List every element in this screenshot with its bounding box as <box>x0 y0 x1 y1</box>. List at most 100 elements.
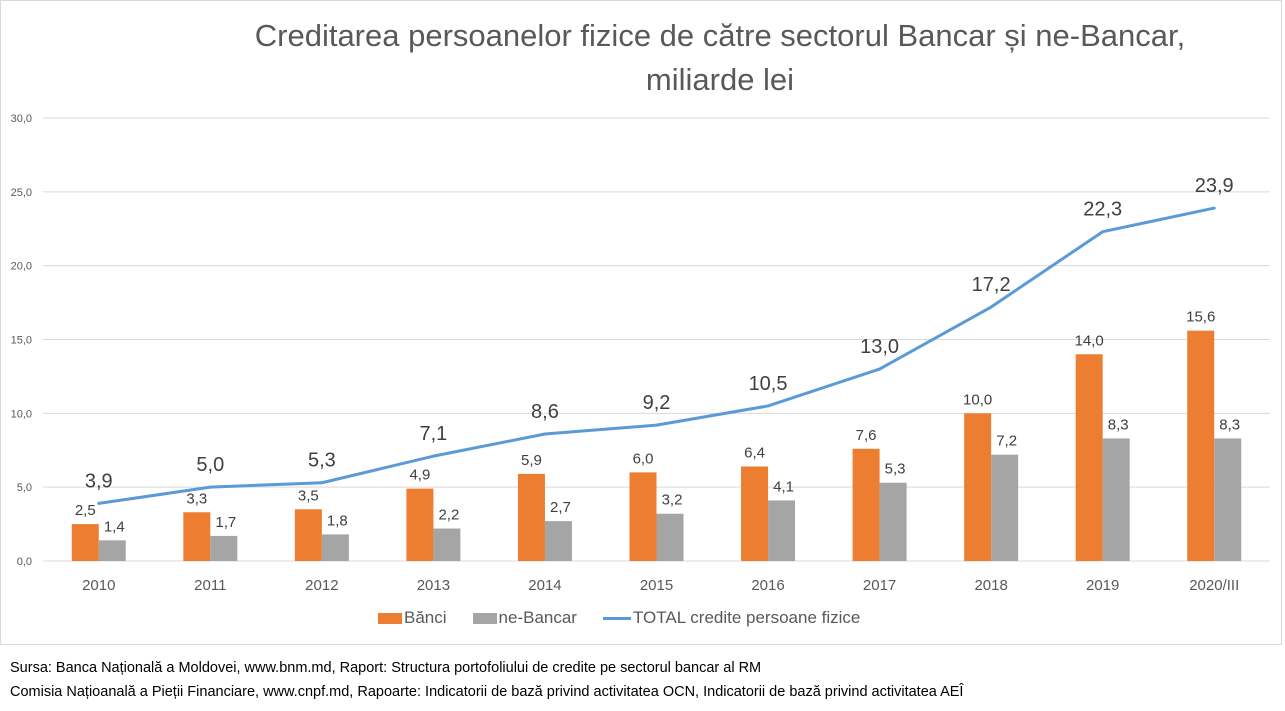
data-label-banci: 3,5 <box>298 487 319 504</box>
y-tick-label: 30,0 <box>11 113 32 125</box>
data-label-ne-bancar: 1,7 <box>215 514 236 531</box>
data-label-total: 9,2 <box>643 392 671 414</box>
y-tick-label: 5,0 <box>17 482 32 494</box>
total-point <box>97 501 101 505</box>
bars <box>71 330 1242 561</box>
data-label-total: 8,6 <box>531 401 559 423</box>
x-category-label: 2016 <box>751 577 784 594</box>
data-label-banci: 3,3 <box>186 490 207 507</box>
total-point <box>766 404 770 408</box>
data-label-ne-bancar: 2,7 <box>550 499 571 516</box>
data-label-banci: 6,0 <box>633 450 654 467</box>
bar-ne-bancar <box>656 513 684 561</box>
bar-banci <box>741 466 769 561</box>
data-label-total: 3,9 <box>85 470 113 492</box>
legend-swatch-total <box>602 616 631 620</box>
data-label-ne-bancar: 4,1 <box>773 478 794 495</box>
x-category-label: 2013 <box>417 577 450 594</box>
data-label-total: 7,1 <box>420 423 448 445</box>
data-label-ne-bancar: 3,2 <box>662 492 683 509</box>
x-axis-categories: 2010 2011 2012 2013 2014 2015 2016 2017 2018 2019… <box>82 577 1239 594</box>
data-label-total: 5,0 <box>196 454 224 476</box>
source-note: Sursa: Banca Națională a Moldovei, www.b… <box>10 656 963 704</box>
bar-banci <box>1075 354 1103 561</box>
bar-banci <box>183 512 211 561</box>
chart-title-line2: miliarde lei <box>645 62 795 97</box>
legend-label-total: TOTAL credite persoane fizice <box>632 608 861 627</box>
data-labels: 2,5 1,4 3,3 1,7 3,5 1,8 4,9 2,2 5,9 2,7 6,0 3,2 6,4 4… <box>75 175 1240 535</box>
total-point <box>1101 230 1105 234</box>
bar-ne-bancar <box>991 454 1019 561</box>
source-line-1: Sursa: Banca Națională a Moldovei, www.b… <box>10 660 762 676</box>
data-label-total: 23,9 <box>1195 175 1234 197</box>
data-label-banci: 10,0 <box>963 391 992 408</box>
data-label-ne-bancar: 8,3 <box>1219 416 1240 433</box>
legend-item-total[interactable]: TOTAL credite persoane fizice <box>602 608 861 628</box>
bar-ne-bancar <box>210 535 238 561</box>
y-tick-label: 25,0 <box>11 187 32 199</box>
chart-title-line1: Creditarea persoanelor fizice de către s… <box>254 18 1186 53</box>
bar-ne-bancar <box>879 482 907 561</box>
data-label-ne-bancar: 2,2 <box>438 507 459 524</box>
bar-ne-bancar <box>1214 438 1242 561</box>
data-label-total: 13,0 <box>860 336 899 358</box>
x-category-label: 2019 <box>1086 577 1119 594</box>
legend-item-ne-bancar[interactable]: ne-Bancar <box>472 608 577 628</box>
x-category-label: 2012 <box>305 577 338 594</box>
data-label-banci: 7,6 <box>856 427 877 444</box>
data-label-ne-bancar: 1,4 <box>104 518 125 535</box>
data-label-ne-bancar: 5,3 <box>885 461 906 478</box>
data-label-banci: 14,0 <box>1075 332 1104 349</box>
data-label-banci: 15,6 <box>1186 309 1215 326</box>
total-point <box>431 454 435 458</box>
data-label-total: 5,3 <box>308 450 336 472</box>
legend-label-ne-bancar: ne-Bancar <box>498 608 577 627</box>
chart-title: Creditarea persoanelor fizice de către s… <box>120 14 1285 102</box>
x-category-label: 2014 <box>528 577 561 594</box>
bar-ne-bancar <box>544 521 572 561</box>
total-point <box>878 367 882 371</box>
bar-banci <box>1187 330 1215 561</box>
legend-label-banci: Bănci <box>404 608 447 627</box>
data-label-banci: 2,5 <box>75 502 96 519</box>
x-category-label: 2010 <box>82 577 115 594</box>
bar-banci <box>71 524 99 561</box>
x-category-label: 2018 <box>974 577 1007 594</box>
bar-banci <box>406 488 434 561</box>
data-label-ne-bancar: 1,8 <box>327 512 348 529</box>
total-point <box>320 481 324 485</box>
bar-ne-bancar <box>433 528 461 561</box>
total-point <box>1212 206 1216 210</box>
gridlines <box>43 117 1270 562</box>
bar-banci <box>964 413 992 561</box>
y-axis-ticks: 0,0 5,0 10,0 15,0 20,0 25,0 30,0 <box>11 113 32 568</box>
data-label-total: 17,2 <box>972 274 1011 296</box>
bar-banci <box>294 509 322 561</box>
total-point <box>989 305 993 309</box>
total-line-path <box>98 206 1215 505</box>
x-category-label: 2011 <box>194 577 226 594</box>
bar-ne-bancar <box>98 540 126 561</box>
data-label-banci: 6,4 <box>744 444 765 461</box>
bar-ne-bancar <box>1102 438 1130 561</box>
legend-swatch-ne-bancar <box>472 612 497 624</box>
y-tick-label: 0,0 <box>17 556 32 568</box>
data-label-ne-bancar: 8,3 <box>1108 416 1129 433</box>
x-category-label: 2017 <box>863 577 896 594</box>
chart-plot: 0,0 5,0 10,0 15,0 20,0 25,0 30,0 2,5 1,4 3,3 1,7 3… <box>11 113 1270 594</box>
x-category-label: 2015 <box>640 577 673 594</box>
total-line <box>97 206 1216 505</box>
data-label-banci: 4,9 <box>409 467 430 484</box>
data-label-banci: 5,9 <box>521 452 542 469</box>
total-point <box>208 485 212 489</box>
legend-item-banci[interactable]: Bănci <box>378 608 447 628</box>
x-category-label: 2020/III <box>1189 577 1239 594</box>
total-point <box>655 423 658 427</box>
y-tick-label: 15,0 <box>11 335 32 347</box>
total-point <box>543 432 547 436</box>
legend: Bănci ne-Bancar TOTAL credite persoane f… <box>378 608 886 628</box>
data-label-total: 22,3 <box>1083 199 1122 221</box>
y-tick-label: 20,0 <box>11 261 32 273</box>
data-label-ne-bancar: 7,2 <box>996 433 1017 450</box>
bar-banci <box>629 472 657 561</box>
